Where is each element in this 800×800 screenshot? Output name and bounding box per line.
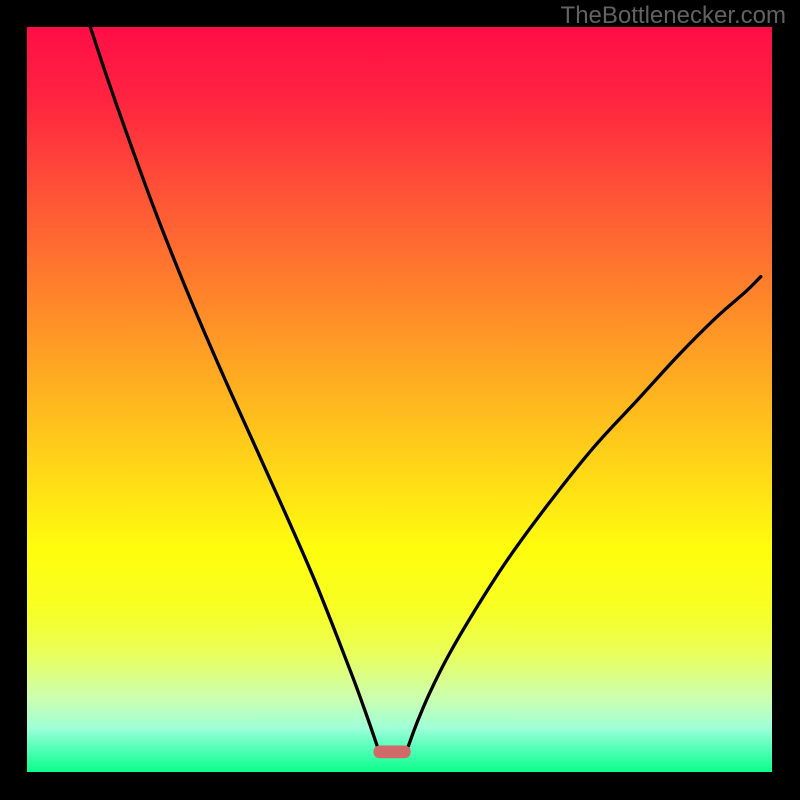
plot-background xyxy=(27,27,772,772)
chart-stage: TheBottlenecker.com xyxy=(0,0,800,800)
watermark-text: TheBottlenecker.com xyxy=(561,2,786,30)
bottleneck-chart xyxy=(0,0,800,800)
optimal-marker xyxy=(373,746,410,759)
